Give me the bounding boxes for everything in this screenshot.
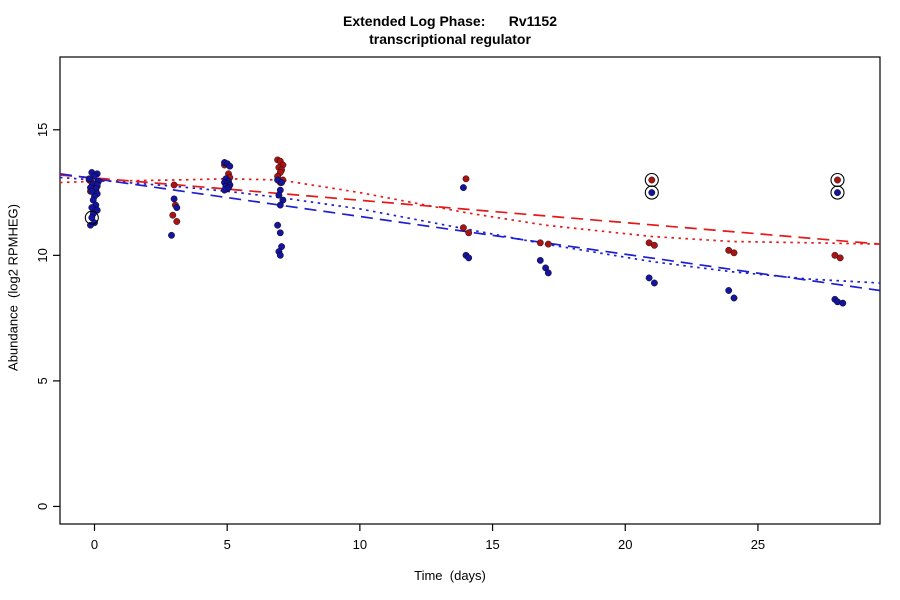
data-point-red — [173, 218, 181, 225]
data-point-blue — [465, 254, 473, 262]
data-point-blue — [536, 256, 544, 264]
x-tick-label: 10 — [353, 537, 367, 552]
chart-title: Extended Log Phase: Rv1152 — [343, 13, 557, 29]
data-point-blue — [85, 175, 93, 183]
data-point-red — [836, 254, 844, 262]
data-point-blue — [645, 274, 653, 282]
outlier-ring — [84, 210, 99, 225]
outlier-point-red — [648, 176, 656, 184]
x-tick-label: 15 — [485, 537, 499, 552]
trend-line-blue-dashed-fit — [59, 172, 881, 292]
data-point-blue — [173, 204, 181, 212]
trend-line-red-dashed-fit — [59, 174, 881, 245]
data-point-blue — [276, 201, 284, 209]
outlier-ring — [830, 185, 845, 200]
data-point-blue — [278, 179, 285, 186]
data-point-blue — [226, 162, 234, 170]
plot-frame — [59, 56, 881, 525]
y-tick-label: 5 — [35, 377, 50, 384]
data-point-red — [459, 224, 467, 232]
data-point-red — [465, 229, 473, 237]
data-point-red — [462, 175, 470, 183]
data-point-red — [544, 240, 552, 248]
outlier-point-red — [834, 176, 841, 184]
outlier-point-blue — [648, 189, 656, 197]
data-point-blue — [168, 231, 175, 239]
data-point-blue — [275, 191, 283, 199]
data-point-blue — [276, 229, 284, 237]
x-axis-label: Time (days) — [414, 568, 486, 583]
y-tick-label: 15 — [35, 123, 50, 137]
x-tick-label: 5 — [224, 537, 231, 552]
data-point-blue — [544, 269, 552, 277]
y-tick-label: 10 — [35, 248, 50, 262]
outlier-point-blue — [834, 189, 841, 197]
data-point-red — [536, 239, 544, 247]
data-point-red — [170, 181, 178, 189]
outlier-point-blue — [88, 214, 96, 222]
data-point-blue — [839, 299, 847, 307]
y-tick-label: 0 — [35, 503, 50, 510]
data-point-blue — [730, 294, 738, 302]
data-point-red — [169, 211, 177, 219]
outlier-ring — [644, 185, 659, 200]
x-tick-label: 0 — [91, 537, 98, 552]
data-point-red — [651, 241, 658, 249]
data-point-blue — [276, 251, 284, 259]
data-point-blue — [221, 186, 228, 194]
chart-subtitle: transcriptional regulator — [369, 31, 531, 47]
data-point-blue — [651, 279, 658, 287]
data-point-blue — [459, 184, 467, 192]
data-point-blue — [274, 221, 281, 229]
data-point-red — [730, 249, 738, 257]
x-tick-label: 25 — [751, 537, 765, 552]
data-point-blue — [725, 287, 733, 294]
x-tick-label: 20 — [618, 537, 632, 552]
data-point-blue — [170, 195, 178, 203]
